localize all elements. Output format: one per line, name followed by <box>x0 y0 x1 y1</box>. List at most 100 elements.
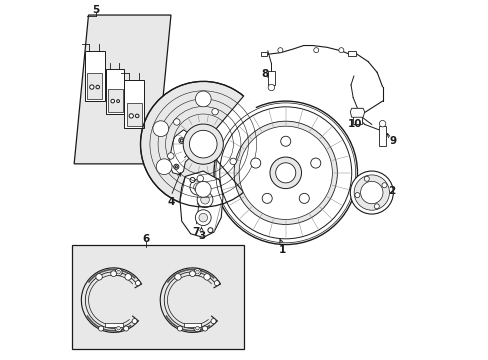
Circle shape <box>239 126 332 220</box>
Circle shape <box>269 157 301 189</box>
Circle shape <box>262 193 272 203</box>
Circle shape <box>135 280 140 285</box>
Polygon shape <box>126 103 142 126</box>
Circle shape <box>183 124 223 164</box>
Text: 2: 2 <box>388 186 395 197</box>
Circle shape <box>280 136 290 146</box>
Circle shape <box>190 177 195 183</box>
Circle shape <box>129 114 133 118</box>
Text: 10: 10 <box>347 120 362 129</box>
Polygon shape <box>124 80 144 128</box>
Circle shape <box>89 85 94 89</box>
Circle shape <box>132 319 137 324</box>
Circle shape <box>353 175 388 210</box>
Circle shape <box>214 280 219 285</box>
Circle shape <box>195 326 199 330</box>
Text: 9: 9 <box>389 136 396 145</box>
Circle shape <box>313 48 318 53</box>
Circle shape <box>124 274 131 280</box>
Circle shape <box>193 183 202 192</box>
Circle shape <box>267 84 274 91</box>
Text: 7: 7 <box>192 227 200 237</box>
Circle shape <box>207 228 212 233</box>
Circle shape <box>364 176 368 181</box>
Circle shape <box>201 195 209 204</box>
Circle shape <box>199 213 207 222</box>
Circle shape <box>96 274 102 280</box>
Circle shape <box>189 271 195 276</box>
Bar <box>378 126 386 146</box>
Polygon shape <box>108 89 122 112</box>
Circle shape <box>210 319 216 324</box>
Circle shape <box>379 121 385 127</box>
Circle shape <box>117 100 119 103</box>
Circle shape <box>96 85 100 89</box>
Circle shape <box>373 204 379 209</box>
Circle shape <box>381 183 386 188</box>
Circle shape <box>195 91 211 107</box>
Circle shape <box>135 114 139 118</box>
Circle shape <box>338 48 343 53</box>
Circle shape <box>189 130 217 158</box>
Polygon shape <box>183 323 201 327</box>
Circle shape <box>115 269 122 276</box>
Circle shape <box>190 179 205 195</box>
Text: 1: 1 <box>278 245 285 255</box>
Circle shape <box>193 269 201 276</box>
Circle shape <box>173 119 180 125</box>
Circle shape <box>110 271 116 276</box>
Circle shape <box>214 101 357 244</box>
Circle shape <box>275 163 295 183</box>
Circle shape <box>117 270 120 274</box>
Circle shape <box>111 99 114 103</box>
Circle shape <box>123 326 128 331</box>
Bar <box>352 108 362 125</box>
Circle shape <box>229 158 236 165</box>
Polygon shape <box>169 130 192 175</box>
Circle shape <box>277 48 282 53</box>
Circle shape <box>174 274 181 280</box>
Circle shape <box>197 175 203 182</box>
Circle shape <box>99 326 103 331</box>
Circle shape <box>349 171 392 214</box>
Text: 6: 6 <box>142 234 149 244</box>
Wedge shape <box>203 95 267 193</box>
Circle shape <box>202 326 207 331</box>
Circle shape <box>156 159 172 175</box>
Polygon shape <box>180 171 223 237</box>
Circle shape <box>234 121 337 225</box>
Circle shape <box>175 166 177 168</box>
Bar <box>260 52 266 56</box>
Circle shape <box>180 139 183 142</box>
Bar <box>267 71 274 85</box>
Circle shape <box>310 158 320 168</box>
Circle shape <box>117 326 120 330</box>
Circle shape <box>195 210 211 226</box>
Circle shape <box>195 270 199 274</box>
Circle shape <box>179 138 184 143</box>
Text: 3: 3 <box>198 231 204 240</box>
Text: 8: 8 <box>261 69 268 79</box>
Circle shape <box>211 108 218 115</box>
Polygon shape <box>85 51 104 101</box>
Circle shape <box>354 193 359 198</box>
Circle shape <box>197 192 212 208</box>
Circle shape <box>195 181 211 197</box>
Text: 4: 4 <box>167 197 174 207</box>
Bar <box>348 51 356 56</box>
Circle shape <box>299 193 309 203</box>
Circle shape <box>250 158 260 168</box>
Circle shape <box>153 121 168 136</box>
Polygon shape <box>74 15 171 164</box>
Circle shape <box>140 81 265 207</box>
Circle shape <box>193 324 201 332</box>
Circle shape <box>115 324 122 332</box>
Circle shape <box>167 153 174 159</box>
Polygon shape <box>87 73 102 99</box>
Circle shape <box>174 164 179 169</box>
Bar <box>72 244 244 348</box>
Circle shape <box>177 326 182 331</box>
Circle shape <box>360 181 382 204</box>
Polygon shape <box>106 69 124 114</box>
Polygon shape <box>349 108 364 117</box>
